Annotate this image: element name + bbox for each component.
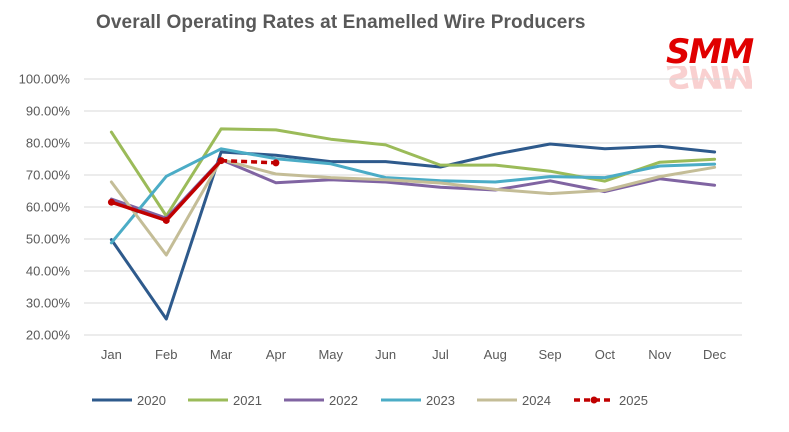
x-tick-label: Dec xyxy=(703,347,727,362)
y-tick-label: 50.00% xyxy=(26,232,71,247)
grid-layer xyxy=(84,78,742,336)
legend-item-2025: 2025 xyxy=(574,393,648,408)
series-2021 xyxy=(109,127,717,218)
x-tick-label: Nov xyxy=(648,347,672,362)
y-tick-label: 40.00% xyxy=(26,264,71,279)
x-tick-label: May xyxy=(318,347,343,362)
legend-label: 2022 xyxy=(329,393,358,408)
y-tick-label: 100.00% xyxy=(19,72,71,87)
series-line-2023 xyxy=(109,147,717,245)
series-line-2024 xyxy=(109,158,717,257)
series-line-2021 xyxy=(109,127,717,218)
x-tick-label: Aug xyxy=(484,347,507,362)
legend-label: 2024 xyxy=(522,393,551,408)
data-point xyxy=(107,198,115,206)
series-2024 xyxy=(109,158,717,257)
legend-label: 2021 xyxy=(233,393,262,408)
legend-item-2023: 2023 xyxy=(381,393,455,408)
y-tick-label: 90.00% xyxy=(26,104,71,119)
series-2020 xyxy=(109,142,717,321)
series-line-2020 xyxy=(109,142,717,321)
axis-layer: 20.00% 30.00% 40.00% 50.00% 60.00% 70.00% 80.0… xyxy=(19,72,742,362)
series-line-2025-dashed xyxy=(221,158,276,165)
x-tick-label: Oct xyxy=(595,347,616,362)
series-2023 xyxy=(109,147,717,245)
legend-item-2024: 2024 xyxy=(477,393,551,408)
y-tick-label: 80.00% xyxy=(26,136,71,151)
x-tick-label: Feb xyxy=(155,347,177,362)
x-tick-label: Jan xyxy=(101,347,122,362)
legend-label: 2023 xyxy=(426,393,455,408)
series-2025 xyxy=(107,157,280,224)
x-tick-label: Jun xyxy=(375,347,396,362)
x-tick-label: Sep xyxy=(539,347,562,362)
x-tick-label: Apr xyxy=(266,347,287,362)
smm-logo: SMM SMM xyxy=(666,35,754,97)
y-tick-label: 60.00% xyxy=(26,200,71,215)
series-layer xyxy=(107,127,717,321)
logo-text: SMM xyxy=(666,32,754,72)
legend-item-2022: 2022 xyxy=(284,393,358,408)
legend: 2020 2021 2022 2023 2024 2025 xyxy=(92,393,648,408)
x-tick-label: Jul xyxy=(432,347,449,362)
y-tick-label: 30.00% xyxy=(26,296,71,311)
legend-item-2020: 2020 xyxy=(92,393,166,408)
y-tick-label: 70.00% xyxy=(26,168,71,183)
data-point xyxy=(217,157,225,165)
data-point xyxy=(272,159,280,167)
legend-marker xyxy=(590,396,598,404)
y-tick-label: 20.00% xyxy=(26,328,71,343)
legend-item-2021: 2021 xyxy=(188,393,262,408)
chart-title: Overall Operating Rates at Enamelled Wir… xyxy=(96,12,586,33)
legend-label: 2025 xyxy=(619,393,648,408)
legend-label: 2020 xyxy=(137,393,166,408)
data-point xyxy=(162,216,170,224)
x-tick-label: Mar xyxy=(210,347,233,362)
